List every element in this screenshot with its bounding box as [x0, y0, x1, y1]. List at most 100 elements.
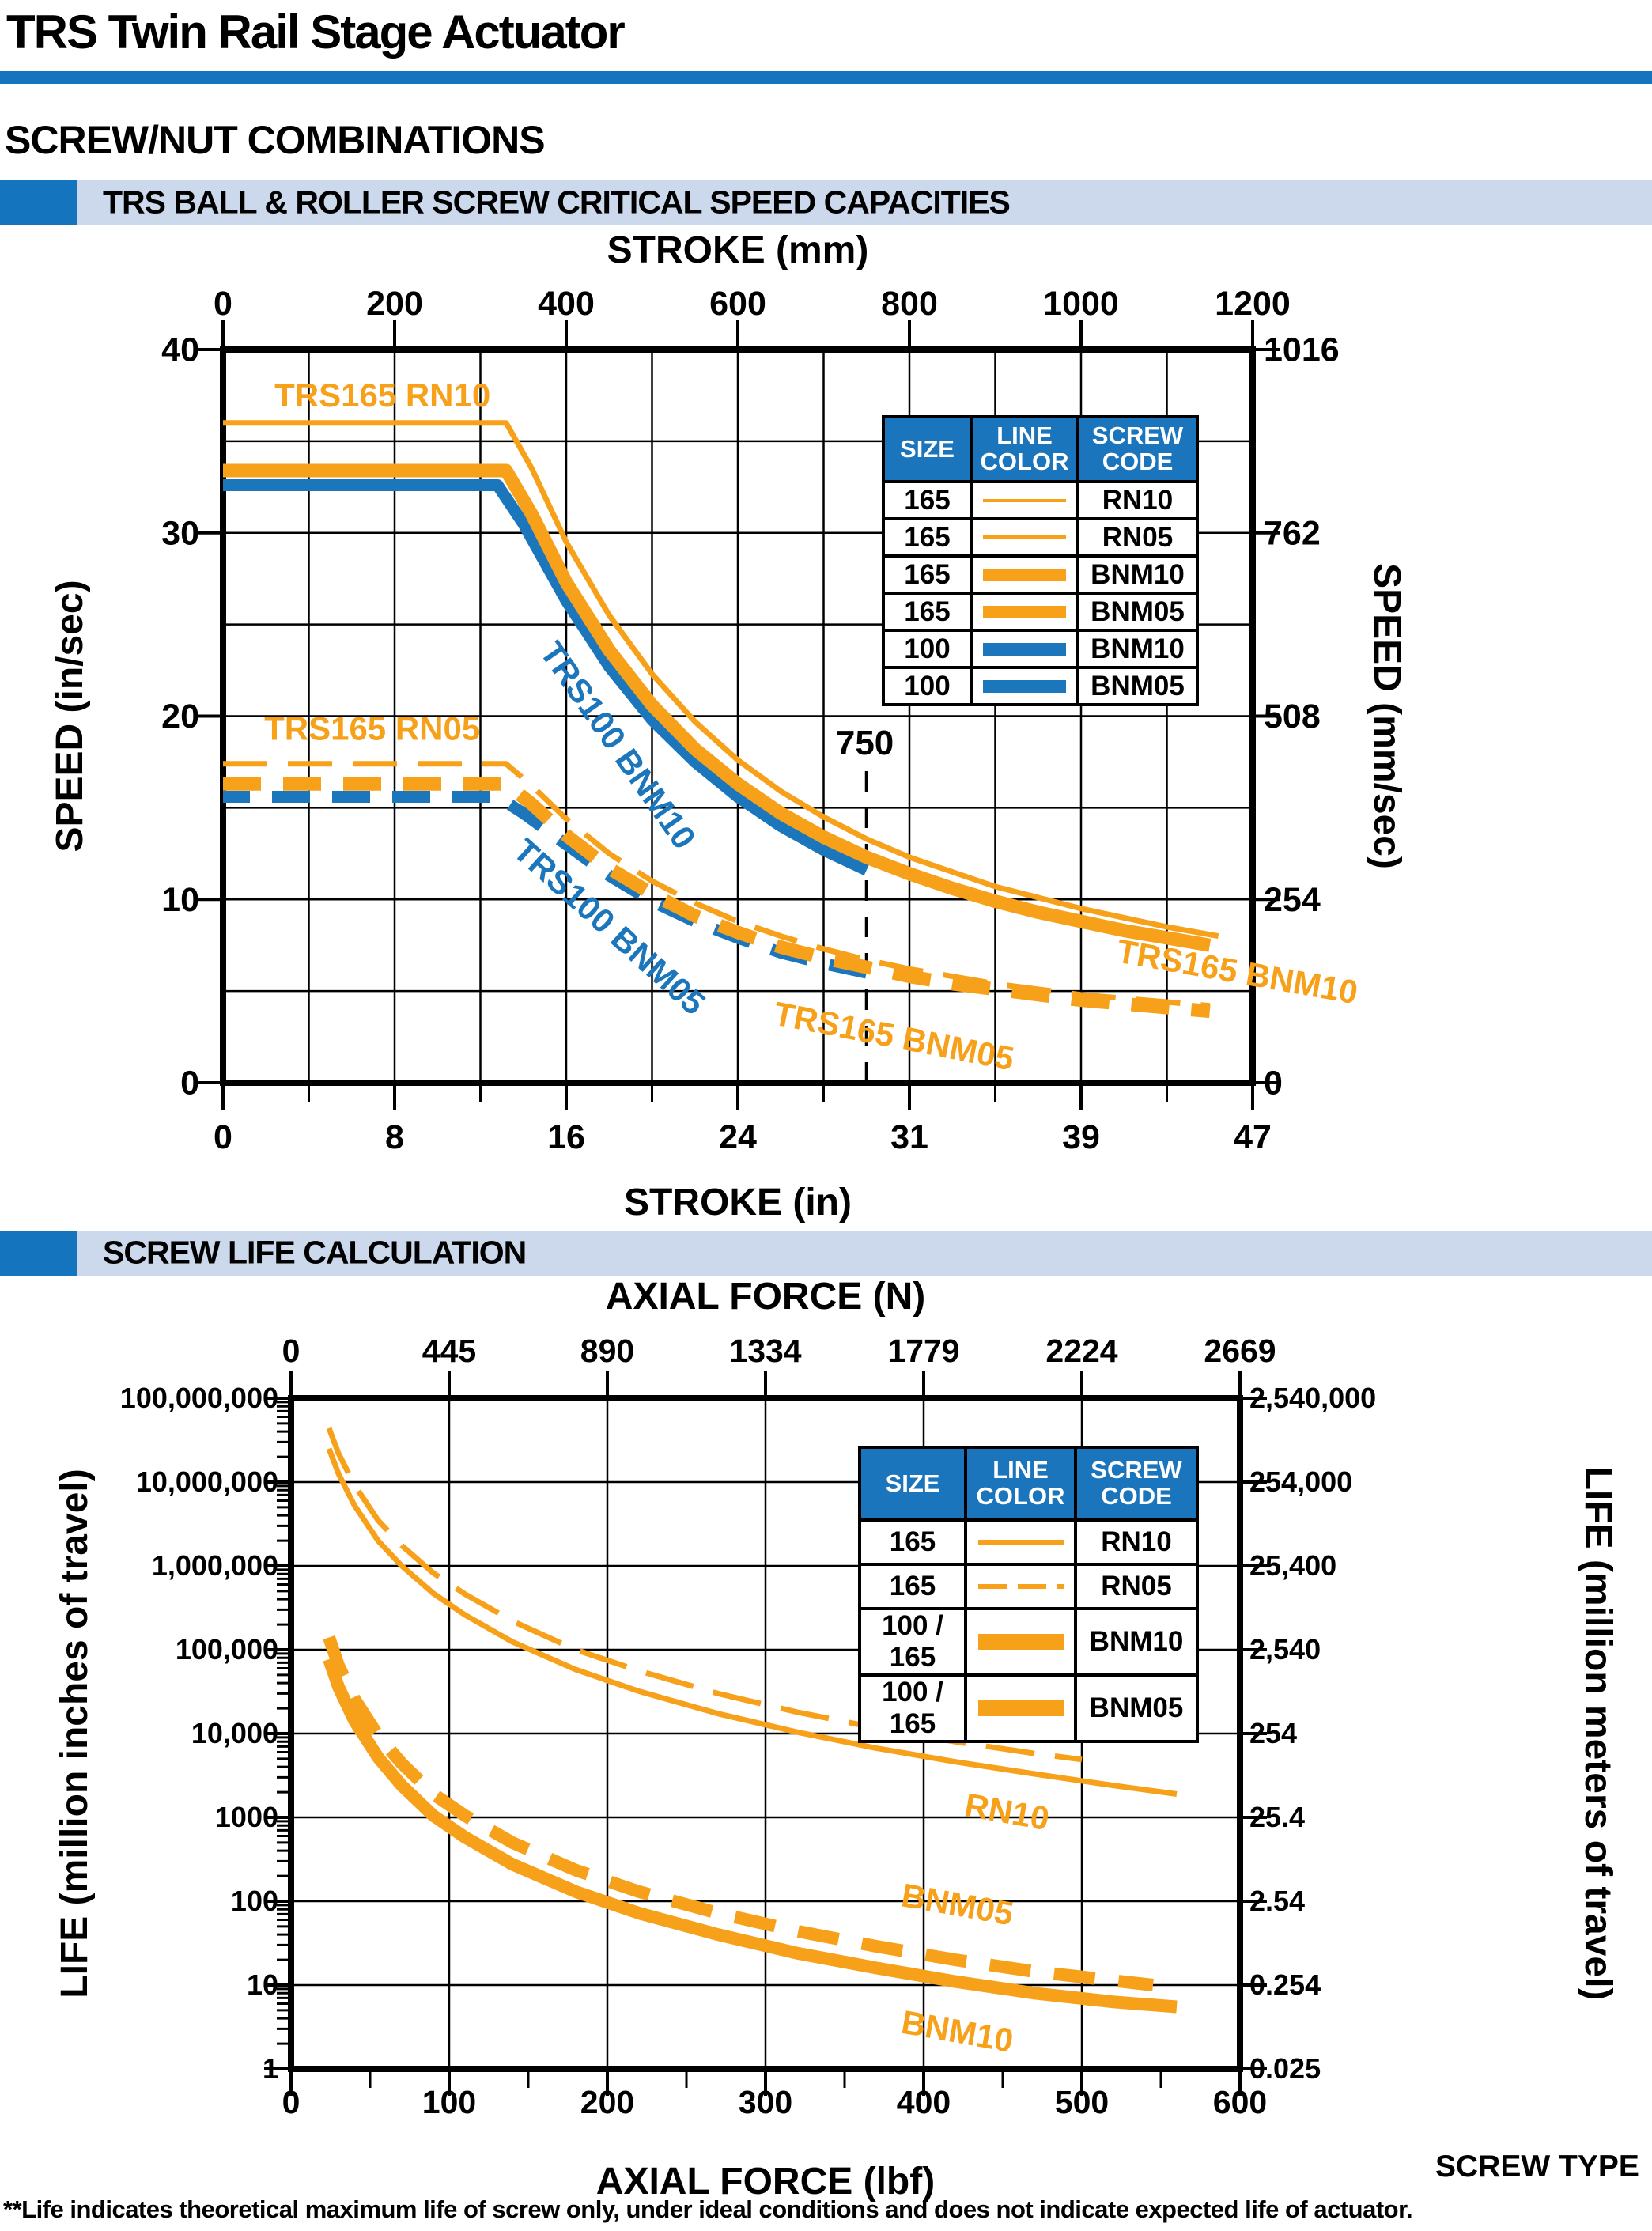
legend-row: 100 BNM05 — [882, 666, 1199, 706]
x-tick-label-bottom: 0 — [282, 2084, 301, 2120]
section1-title: TRS BALL & ROLLER SCREW CRITICAL SPEED C… — [103, 183, 1011, 221]
y-tick-label-right: 0 — [1264, 1064, 1283, 1102]
x-tick-label-bottom: 600 — [1213, 2084, 1267, 2120]
legend-line-swatch — [977, 1634, 1064, 1650]
series-line-trs165-rn05 — [223, 761, 1211, 1009]
legend-line-color-cell — [970, 517, 1079, 558]
plot-border — [288, 1395, 1243, 2072]
series-line-rn10 — [326, 1447, 1178, 1797]
series-label-bnm05: BNM05 — [898, 1876, 1015, 1932]
legend-line-color-cell — [970, 666, 1079, 706]
y-tick-label-left: 100 — [231, 1885, 278, 1917]
legend-line-color-cell — [964, 1607, 1077, 1677]
legend-line-swatch — [983, 498, 1066, 502]
x-tick-label-top: 1000 — [1043, 285, 1119, 323]
legend-header-screw-code: SCREW CODE — [1076, 415, 1199, 483]
series-label-trs100-bnm05: TRS100 BNM05 — [507, 831, 713, 1022]
legend-row: 100 BNM10 — [882, 629, 1199, 669]
legend-screw-code: RN10 — [1074, 1518, 1199, 1566]
x-tick-label-top: 600 — [709, 285, 766, 323]
x-tick-label-bottom: 0 — [214, 1118, 232, 1156]
legend-size: 100 — [882, 666, 973, 706]
y-tick-label-left: 30 — [161, 514, 199, 552]
legend-line-color-cell — [970, 554, 1079, 595]
legend-row: 165 BNM10 — [882, 554, 1199, 595]
y-tick-label-right: 0.254 — [1249, 1968, 1321, 2001]
y-tick-label-right: 0.025 — [1249, 2052, 1321, 2085]
x-tick-label-bottom: 47 — [1234, 1118, 1272, 1156]
series-line-bnm10 — [323, 1657, 1178, 2014]
legend-row: 100 / 165 BNM05 — [858, 1673, 1199, 1743]
series-line-trs165-rn10 — [223, 420, 1219, 940]
legend-header-line-color: LINE COLOR — [970, 415, 1079, 483]
series-line-trs100-bnm10 — [223, 479, 869, 875]
legend-line-swatch — [977, 1584, 1064, 1589]
title-rule-bar — [0, 71, 1652, 84]
legend-line-swatch — [983, 568, 1066, 581]
legend-row: 165 RN05 — [882, 517, 1199, 558]
axis-title-right: LIFE (million meters of travel) — [1577, 1467, 1619, 2001]
x-tick-label-bottom: 39 — [1062, 1118, 1100, 1156]
legend-size: 165 — [882, 517, 973, 558]
x-tick-label-bottom: 24 — [719, 1118, 757, 1156]
series-line-rn05 — [326, 1427, 1083, 1763]
legend-screw-code: BNM10 — [1076, 554, 1199, 595]
page-title: TRS Twin Rail Stage Actuator — [6, 6, 626, 59]
legend-line-swatch — [983, 605, 1066, 618]
x-tick-label-bottom: 31 — [890, 1118, 928, 1156]
axis-title-right: SPEED (mm/sec) — [1366, 563, 1408, 869]
legend-line-swatch — [983, 679, 1066, 693]
y-tick-label-right: 254 — [1249, 1717, 1297, 1749]
series-line-bnm05 — [323, 1635, 1154, 1991]
legend-line-swatch — [983, 535, 1066, 539]
x-tick-label-bottom: 8 — [385, 1118, 404, 1156]
y-tick-label-right: 1016 — [1264, 331, 1340, 369]
legend-screw-code: BNM10 — [1076, 629, 1199, 669]
legend-header-screw-code: SCREW CODE — [1074, 1446, 1199, 1522]
legend-line-color-cell — [964, 1518, 1077, 1566]
y-tick-label-left: 100,000,000 — [120, 1382, 278, 1414]
legend-header-size: SIZE — [882, 415, 973, 483]
legend-size: 165 — [858, 1563, 967, 1610]
legend-header-line-color: LINE COLOR — [964, 1446, 1077, 1522]
x-tick-label-top: 0 — [214, 285, 232, 323]
legend-line-color-cell — [970, 480, 1079, 520]
legend-size: 165 — [882, 592, 973, 632]
series-label-trs165-bnm05: TRS165 BNM05 — [771, 995, 1017, 1078]
x-tick-label-top: 800 — [881, 285, 938, 323]
section2-title: SCREW LIFE CALCULATION — [103, 1234, 527, 1271]
axis-title-bottom: AXIAL FORCE (lbf) — [596, 2161, 935, 2203]
y-tick-label-left: 10,000 — [191, 1717, 278, 1749]
y-tick-label-left: 0 — [180, 1064, 199, 1102]
y-tick-label-left: 10,000,000 — [136, 1465, 278, 1498]
screw-life-chart: 0 0 445 100 890 200 1334 300 1779 400 2224 500 2669 6… — [54, 1276, 1619, 2203]
y-tick-label-right: 25,400 — [1249, 1549, 1336, 1582]
legend-row: 165 RN10 — [882, 480, 1199, 520]
x-tick-label-bottom: 100 — [422, 2084, 476, 2120]
legend-row: 165 BNM05 — [882, 592, 1199, 632]
y-tick-label-right: 254 — [1264, 881, 1321, 919]
y-tick-label-right: 508 — [1264, 698, 1321, 735]
legend-line-color-cell — [970, 592, 1079, 632]
x-tick-label-bottom: 400 — [897, 2084, 951, 2120]
y-tick-label-right: 2.54 — [1249, 1885, 1305, 1917]
x-tick-label-bottom: 200 — [580, 2084, 634, 2120]
x-tick-label-top: 890 — [580, 1333, 634, 1369]
legend-row: 165 RN05 — [858, 1563, 1199, 1610]
section-band-critical-speed: TRS BALL & ROLLER SCREW CRITICAL SPEED C… — [0, 180, 1652, 225]
annotation-label-750: 750 — [836, 724, 894, 762]
legend-row: 100 / 165 BNM10 — [858, 1607, 1199, 1677]
legend-screw-code: RN05 — [1076, 517, 1199, 558]
legend-line-color-cell — [964, 1563, 1077, 1610]
axis-title-bottom: STROKE (in) — [624, 1182, 852, 1223]
legend-screw-code: BNM05 — [1076, 592, 1199, 632]
subtitle: SCREW/NUT COMBINATIONS — [5, 118, 546, 162]
series-line-trs165-bnm10 — [223, 463, 1212, 952]
legend-size: 100 / 165 — [858, 1607, 967, 1677]
legend-screw-code: RN05 — [1074, 1563, 1199, 1610]
screw-type-line: SCREW TYPE — [1435, 2150, 1639, 2184]
y-tick-label-left: 1 — [263, 2052, 278, 2085]
legend-screw-code: BNM05 — [1076, 666, 1199, 706]
legend-size: 165 — [858, 1518, 967, 1566]
